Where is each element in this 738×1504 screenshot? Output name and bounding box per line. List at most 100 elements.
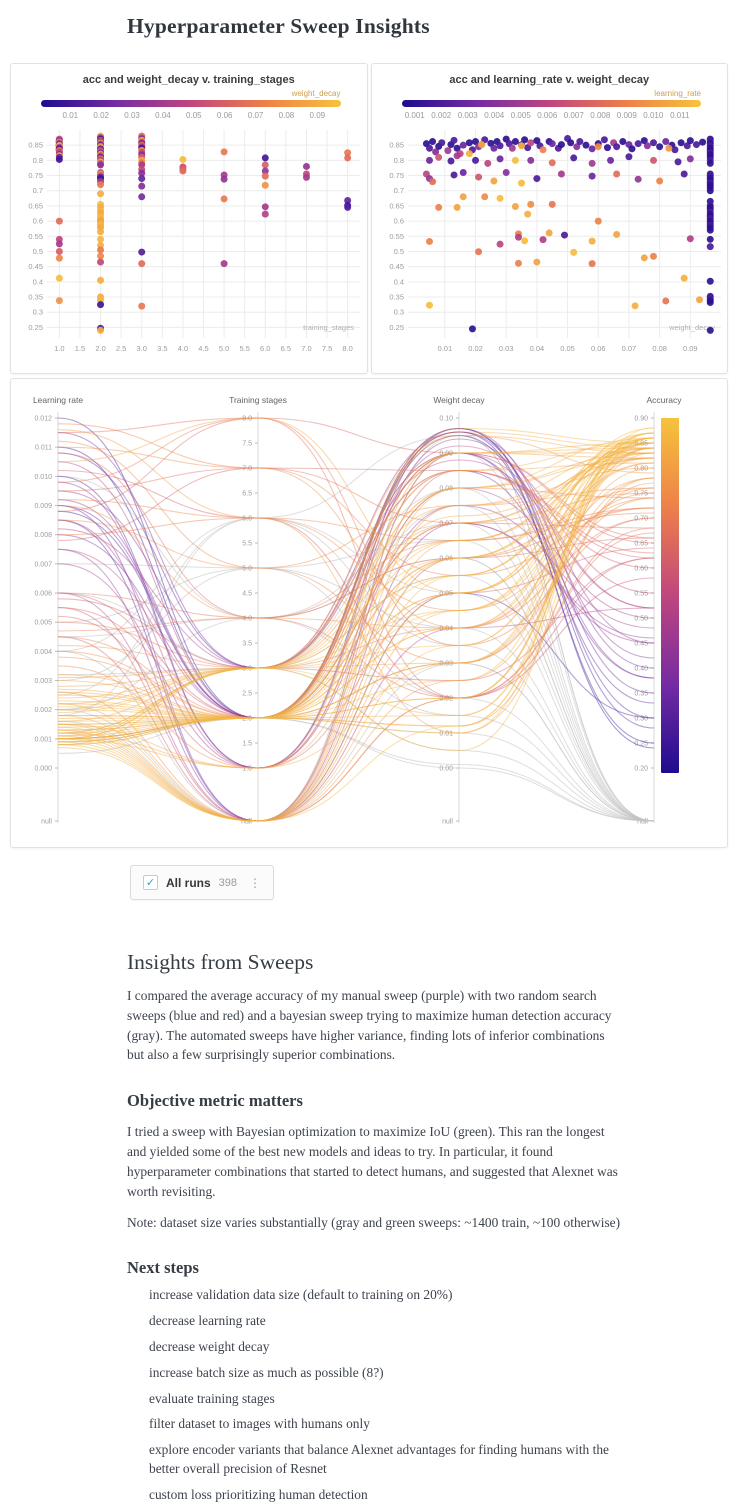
svg-text:2.0: 2.0 xyxy=(242,716,252,723)
svg-text:weight_decay: weight_decay xyxy=(668,323,715,332)
colorbar-tick: 0.002 xyxy=(431,111,452,120)
list-item: increase batch size as much as possible … xyxy=(149,1364,384,1380)
runset-count: 398 xyxy=(218,876,238,889)
svg-text:null: null xyxy=(637,819,648,826)
svg-text:4.0: 4.0 xyxy=(242,616,252,623)
svg-text:0.03: 0.03 xyxy=(498,344,513,353)
scatter-panel-weight-decay[interactable]: acc and learning_rate v. weight_decay le… xyxy=(370,63,728,374)
list-item: decrease weight decay xyxy=(149,1338,270,1354)
svg-text:0.65: 0.65 xyxy=(634,541,648,548)
svg-text:0.04: 0.04 xyxy=(439,626,453,633)
svg-text:training_stages: training_stages xyxy=(303,323,354,332)
colorbar-tick: 0.005 xyxy=(510,111,531,120)
colorbar-tick: 0.004 xyxy=(484,111,505,120)
svg-text:1.5: 1.5 xyxy=(75,344,85,353)
svg-text:0.011: 0.011 xyxy=(35,445,52,452)
list-item: decrease learning rate xyxy=(149,1313,266,1329)
colorbar-tick: 0.001 xyxy=(404,111,425,120)
svg-text:0.50: 0.50 xyxy=(634,616,648,623)
svg-text:7.5: 7.5 xyxy=(242,441,252,448)
svg-text:0.7: 0.7 xyxy=(393,186,403,195)
svg-text:0.7: 0.7 xyxy=(33,186,43,195)
svg-text:0.004: 0.004 xyxy=(34,649,52,656)
next-steps-heading: Next steps xyxy=(127,1258,199,1278)
svg-text:1.0: 1.0 xyxy=(54,344,64,353)
svg-text:0.009: 0.009 xyxy=(34,503,52,510)
next-steps-list: increase validation data size (default t… xyxy=(127,1286,624,1504)
svg-text:0.25: 0.25 xyxy=(389,323,404,332)
list-item: custom loss prioritizing human detection xyxy=(149,1486,368,1502)
svg-text:0.09: 0.09 xyxy=(439,451,453,458)
svg-text:0.65: 0.65 xyxy=(28,201,43,210)
report-text: Insights from Sweeps I compared the aver… xyxy=(127,950,624,1504)
svg-text:0.00: 0.00 xyxy=(439,766,453,773)
colorbar-tick: 0.009 xyxy=(616,111,637,120)
svg-text:2.5: 2.5 xyxy=(242,691,252,698)
svg-text:Learning rate: Learning rate xyxy=(33,395,83,405)
parallel-coordinates-panel[interactable]: Learning rate 0.012 0.011 0.010 0.009 0.008 0.… xyxy=(10,378,728,848)
svg-text:8.0: 8.0 xyxy=(342,344,352,353)
svg-text:0.70: 0.70 xyxy=(634,516,648,523)
colorbar-tick: 0.04 xyxy=(155,111,171,120)
svg-text:0.4: 0.4 xyxy=(393,277,403,286)
svg-text:0.85: 0.85 xyxy=(389,141,404,150)
scatter-panel-training-stages[interactable]: acc and weight_decay v. training_stages … xyxy=(10,63,368,374)
runset-selector[interactable]: ✓ All runs 398 ⋮ xyxy=(130,865,275,900)
svg-text:Weight decay: Weight decay xyxy=(433,395,485,405)
svg-text:0.06: 0.06 xyxy=(590,344,605,353)
svg-text:0.07: 0.07 xyxy=(621,344,636,353)
svg-text:0.010: 0.010 xyxy=(34,474,52,481)
svg-text:0.25: 0.25 xyxy=(634,741,648,748)
svg-text:0.001: 0.001 xyxy=(34,736,52,743)
svg-text:0.3: 0.3 xyxy=(33,308,43,317)
svg-text:4.5: 4.5 xyxy=(242,591,252,598)
list-item: increase validation data size (default t… xyxy=(149,1287,453,1303)
svg-text:0.25: 0.25 xyxy=(28,323,43,332)
svg-text:0.8: 0.8 xyxy=(33,156,43,165)
svg-text:3.0: 3.0 xyxy=(242,666,252,673)
colorbar-tick: 0.03 xyxy=(124,111,140,120)
scatter-chart-acc-vs-training-stages[interactable]: 1.0 1.5 2.0 2.5 3.0 3.5 4.0 4.5 5.0 5.5 6.0 6.5 7.0 7… xyxy=(11,122,367,368)
colorbar-tick: 0.003 xyxy=(457,111,478,120)
runset-checkbox[interactable]: ✓ xyxy=(143,875,158,890)
colorbar-tick: 0.01 xyxy=(62,111,79,120)
run-lines-layer xyxy=(57,417,655,822)
parallel-coordinates-chart[interactable]: Learning rate 0.012 0.011 0.010 0.009 0.008 0.… xyxy=(11,383,727,845)
svg-text:0.05: 0.05 xyxy=(560,344,575,353)
colorbar-tick: 0.011 xyxy=(670,111,690,120)
svg-text:1.5: 1.5 xyxy=(242,741,252,748)
svg-text:0.6: 0.6 xyxy=(393,217,403,226)
chart-title: acc and weight_decay v. training_stages xyxy=(82,74,295,86)
svg-text:6.0: 6.0 xyxy=(260,344,270,353)
svg-text:0.05: 0.05 xyxy=(439,591,453,598)
svg-text:0.002: 0.002 xyxy=(34,707,52,714)
colorbar-tick: 0.07 xyxy=(247,111,264,120)
svg-text:0.5: 0.5 xyxy=(33,247,43,256)
svg-text:0.8: 0.8 xyxy=(393,156,403,165)
svg-text:0.60: 0.60 xyxy=(634,566,648,573)
svg-text:0.85: 0.85 xyxy=(634,441,648,448)
scatter-chart-acc-vs-weight-decay[interactable]: 0.01 0.02 0.03 0.04 0.05 0.06 0.07 0.08 0.09 0.85… xyxy=(372,122,728,368)
page-title: Hyperparameter Sweep Insights xyxy=(127,14,430,38)
svg-text:0.01: 0.01 xyxy=(437,344,452,353)
svg-text:0.000: 0.000 xyxy=(34,766,52,773)
svg-text:5.5: 5.5 xyxy=(242,541,252,548)
svg-text:0.02: 0.02 xyxy=(439,696,453,703)
svg-text:0.75: 0.75 xyxy=(634,491,648,498)
colorbar-tick: 0.09 xyxy=(309,111,326,120)
svg-text:3.5: 3.5 xyxy=(242,641,252,648)
svg-text:Accuracy: Accuracy xyxy=(647,395,683,405)
insights-heading: Insights from Sweeps xyxy=(127,950,314,974)
panel-grid: acc and weight_decay v. training_stages … xyxy=(10,63,728,374)
svg-text:0.35: 0.35 xyxy=(634,691,648,698)
svg-text:0.003: 0.003 xyxy=(34,678,52,685)
kebab-menu-icon[interactable]: ⋮ xyxy=(249,875,262,890)
colorbar-label: weight_decay xyxy=(291,89,341,98)
svg-text:null: null xyxy=(442,819,453,826)
svg-text:0.45: 0.45 xyxy=(28,262,43,271)
svg-text:4.5: 4.5 xyxy=(198,344,208,353)
runset-label: All runs xyxy=(166,875,211,890)
svg-text:0.08: 0.08 xyxy=(652,344,667,353)
svg-text:3.0: 3.0 xyxy=(137,344,147,353)
list-item: evaluate training stages xyxy=(149,1390,275,1406)
